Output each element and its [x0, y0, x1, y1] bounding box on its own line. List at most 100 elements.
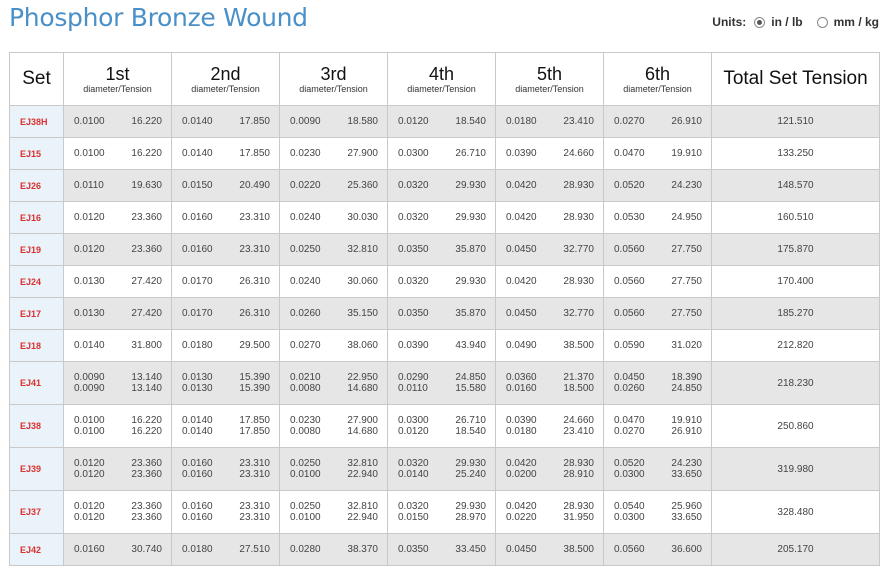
set-name-link[interactable]: EJ38 [9, 404, 64, 448]
string-cell: 0.0180 29.500 [171, 329, 280, 362]
total-set-tension: 205.170 [711, 533, 880, 566]
string-values: 0.0140 31.800 [64, 340, 171, 351]
total-set-tension: 319.980 [711, 447, 880, 491]
tension-value: 31.950 [563, 512, 594, 523]
string-value-line: 0.0180 27.510 [172, 544, 279, 555]
set-name-link[interactable]: EJ18 [9, 329, 64, 362]
string-value-line: 0.0240 30.060 [280, 276, 387, 287]
diameter-value: 0.0320 [398, 180, 429, 191]
tension-value: 15.580 [455, 383, 486, 394]
string-cell: 0.0470 19.910 0.0270 26.910 [603, 404, 712, 448]
header-string-5: 5th diameter/Tension [495, 52, 604, 106]
tension-value: 27.510 [239, 544, 270, 555]
diameter-value: 0.0100 [290, 512, 321, 523]
diameter-value: 0.0100 [74, 415, 105, 426]
string-values: 0.0350 35.870 [388, 244, 495, 255]
diameter-value: 0.0090 [290, 116, 321, 127]
tension-value: 15.390 [239, 372, 270, 383]
string-values: 0.0180 23.410 [496, 116, 603, 127]
tension-value: 24.850 [671, 383, 702, 394]
tension-value: 26.310 [239, 308, 270, 319]
string-value-line: 0.0450 32.770 [496, 244, 603, 255]
diameter-value: 0.0320 [398, 212, 429, 223]
string-values: 0.0160 23.310 [172, 244, 279, 255]
string-value-line: 0.0130 27.420 [64, 308, 171, 319]
set-name-link[interactable]: EJ16 [9, 201, 64, 234]
string-cell: 0.0090 13.140 0.0090 13.140 [63, 361, 172, 405]
set-name-link[interactable]: EJ38H [9, 105, 64, 138]
tension-value: 22.940 [347, 469, 378, 480]
set-name-link[interactable]: EJ24 [9, 265, 64, 298]
diameter-value: 0.0160 [182, 244, 213, 255]
set-name-link[interactable]: EJ39 [9, 447, 64, 491]
tension-value: 18.540 [455, 426, 486, 437]
string-value-line: 0.0160 23.310 [172, 512, 279, 523]
string-value-line: 0.0160 18.500 [496, 383, 603, 394]
tension-value: 32.810 [347, 501, 378, 512]
set-name-link[interactable]: EJ17 [9, 297, 64, 330]
string-cell: 0.0270 38.060 [279, 329, 388, 362]
tension-value: 25.360 [347, 180, 378, 191]
diameter-value: 0.0290 [398, 372, 429, 383]
diameter-value: 0.0080 [290, 426, 321, 437]
diameter-value: 0.0560 [614, 308, 645, 319]
diameter-value: 0.0470 [614, 148, 645, 159]
tension-value: 33.650 [671, 512, 702, 523]
units-mm-kg-radio[interactable] [816, 16, 828, 28]
string-value-line: 0.0160 23.310 [172, 458, 279, 469]
diameter-value: 0.0090 [74, 383, 105, 394]
units-in-lb-label[interactable]: in / lb [771, 15, 803, 29]
diameter-value: 0.0140 [182, 148, 213, 159]
string-values: 0.0420 28.930 [496, 212, 603, 223]
set-name-link[interactable]: EJ37 [9, 490, 64, 534]
units-mm-kg-label[interactable]: mm / kg [833, 15, 879, 29]
diameter-value: 0.0100 [290, 469, 321, 480]
header-sub-label: diameter/Tension [407, 83, 476, 94]
tension-value: 23.360 [131, 212, 162, 223]
table-row: EJ41 0.0090 13.140 0.0090 13.140 0.0130 15.390… [9, 361, 880, 405]
string-values: 0.0350 35.870 [388, 308, 495, 319]
string-values: 0.0160 30.740 [64, 544, 171, 555]
header-string-label: 2nd [210, 63, 241, 84]
string-values: 0.0290 24.850 0.0110 15.580 [388, 372, 495, 394]
header-string-label: 5th [536, 63, 563, 84]
string-values: 0.0390 24.660 0.0180 23.410 [496, 415, 603, 437]
string-values: 0.0170 26.310 [172, 276, 279, 287]
tension-value: 28.930 [563, 180, 594, 191]
string-cell: 0.0420 28.930 [495, 265, 604, 298]
tension-value: 33.450 [455, 544, 486, 555]
tension-value: 23.410 [563, 426, 594, 437]
string-value-line: 0.0180 23.410 [496, 426, 603, 437]
string-value-line: 0.0470 19.910 [604, 415, 711, 426]
total-set-tension: 170.400 [711, 265, 880, 298]
tension-value: 28.930 [563, 212, 594, 223]
diameter-value: 0.0320 [398, 501, 429, 512]
set-name-link[interactable]: EJ42 [9, 533, 64, 566]
string-cell: 0.0160 23.310 0.0160 23.310 [171, 490, 280, 534]
set-name-link[interactable]: EJ19 [9, 233, 64, 266]
set-name-link[interactable]: EJ15 [9, 137, 64, 170]
string-values: 0.0590 31.020 [604, 340, 711, 351]
string-value-line: 0.0110 19.630 [64, 180, 171, 191]
string-value-line: 0.0160 23.310 [172, 212, 279, 223]
header-string-2: 2nd diameter/Tension [171, 52, 280, 106]
header-sub-label: diameter/Tension [83, 83, 152, 94]
set-name-link[interactable]: EJ26 [9, 169, 64, 202]
units-in-lb-radio[interactable] [754, 16, 766, 28]
tension-value: 16.220 [131, 426, 162, 437]
diameter-value: 0.0160 [182, 469, 213, 480]
tension-value: 23.310 [239, 469, 270, 480]
tension-value: 23.360 [131, 501, 162, 512]
diameter-value: 0.0220 [290, 180, 321, 191]
diameter-value: 0.0230 [290, 415, 321, 426]
string-value-line: 0.0280 38.370 [280, 544, 387, 555]
diameter-value: 0.0100 [74, 116, 105, 127]
string-values: 0.0520 24.230 0.0300 33.650 [604, 458, 711, 480]
set-name-link[interactable]: EJ41 [9, 361, 64, 405]
string-values: 0.0130 27.420 [64, 308, 171, 319]
tension-value: 38.370 [347, 544, 378, 555]
string-value-line: 0.0130 27.420 [64, 276, 171, 287]
diameter-value: 0.0420 [506, 212, 537, 223]
diameter-value: 0.0260 [290, 308, 321, 319]
diameter-value: 0.0320 [398, 276, 429, 287]
